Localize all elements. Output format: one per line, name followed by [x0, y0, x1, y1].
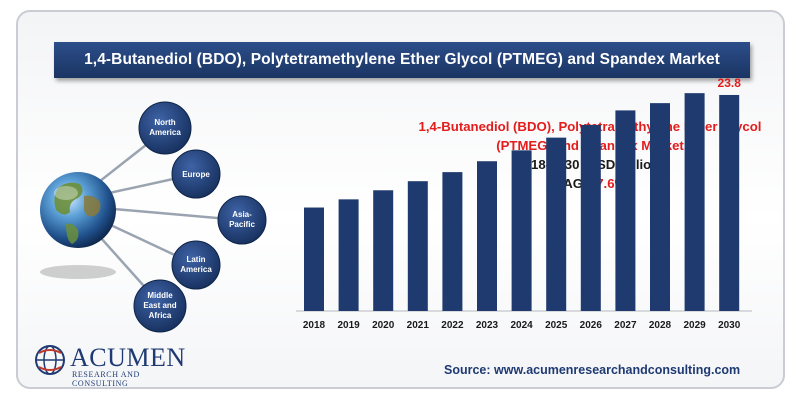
- region-label: Middle: [147, 291, 173, 300]
- x-tick-label: 2023: [476, 320, 499, 331]
- x-tick-label: 2026: [580, 320, 603, 331]
- region-bubble-latin-america: Latin America: [171, 240, 221, 290]
- x-tick-label: 2028: [649, 320, 672, 331]
- bar-2018: [304, 207, 324, 311]
- acumen-logo: ACUMEN RESEARCH AND CONSULTING: [33, 341, 193, 388]
- region-label: Pacific: [229, 220, 255, 229]
- title-banner: 1,4-Butanediol (BDO), Polytetramethylene…: [54, 42, 750, 78]
- region-label: Asia-: [232, 210, 252, 219]
- bar-2019: [338, 199, 359, 311]
- logo-tagline: RESEARCH AND CONSULTING: [72, 370, 140, 388]
- bar-2028: [650, 103, 670, 311]
- banner-title: 1,4-Butanediol (BDO), Polytetramethylene…: [84, 51, 720, 68]
- globe-icon: [40, 172, 116, 279]
- region-label: America: [180, 265, 212, 274]
- region-bubble-asia-pacific: Asia- Pacific: [217, 195, 267, 245]
- bar-2021: [407, 181, 428, 311]
- region-label: Europe: [182, 170, 210, 179]
- region-label: Latin: [186, 255, 205, 264]
- x-tick-label: 2020: [372, 320, 395, 331]
- x-tick-label: 2029: [683, 320, 706, 331]
- region-bubble-europe: Europe: [171, 149, 221, 199]
- region-label: Africa: [149, 311, 172, 320]
- x-tick-label: 2025: [545, 320, 568, 331]
- x-tick-label: 2030: [718, 320, 741, 331]
- source-text: Source: www.acumenresearchandconsulting.…: [444, 363, 741, 377]
- x-tick-label: 2027: [614, 320, 637, 331]
- x-tick-label: 2022: [441, 320, 464, 331]
- bar-2030: [719, 94, 740, 311]
- bar-2026: [580, 124, 601, 311]
- bar-2024: [511, 150, 532, 311]
- region-bubble-north-america: North America: [138, 101, 192, 155]
- x-tick-label: 2024: [510, 320, 533, 331]
- region-label: America: [149, 128, 181, 137]
- bar-2029: [684, 93, 705, 312]
- region-label: East and: [143, 301, 176, 310]
- globe-logo-icon: [35, 345, 65, 375]
- bar-2027: [615, 110, 636, 312]
- logo-word: ACUMEN: [70, 343, 186, 372]
- bar-2022: [442, 172, 463, 311]
- x-tick-label: 2021: [407, 320, 430, 331]
- bar-2025: [546, 137, 567, 311]
- data-label: 23.8: [718, 76, 742, 90]
- bar-2023: [477, 161, 497, 311]
- x-tick-label: 2018: [303, 320, 326, 331]
- region-bubble-middle-east-africa: Middle East and Africa: [133, 279, 187, 333]
- region-label: North: [154, 118, 175, 127]
- bar-2020: [373, 190, 394, 311]
- x-tick-label: 2019: [337, 320, 360, 331]
